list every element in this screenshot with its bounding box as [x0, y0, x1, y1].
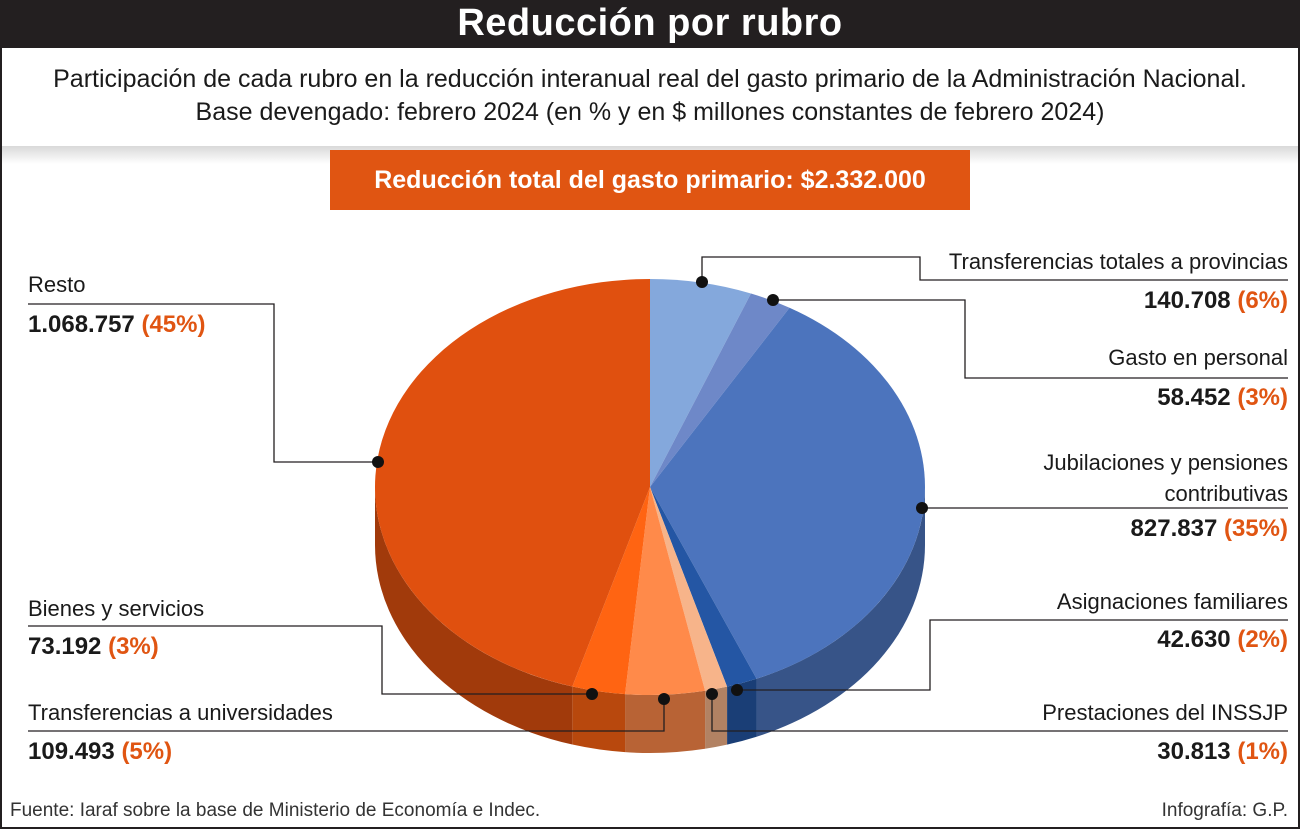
- chart-subtitle: Participación de cada rubro en la reducc…: [0, 48, 1300, 146]
- value-number: 30.813: [1157, 738, 1231, 765]
- slice-label-bienes: Bienes y servicios: [28, 596, 205, 621]
- slice-value-universidades: 109.493 (5%): [28, 738, 172, 766]
- slice-label-provincias: Transferencias totales a provincias: [948, 249, 1288, 274]
- value-number: 1.068.757: [28, 311, 135, 338]
- total-reduction-banner: Reducción total del gasto primario: $2.3…: [330, 150, 970, 210]
- leader-line-personal: [773, 299, 1288, 379]
- value-number: 827.837: [1130, 515, 1218, 542]
- slice-side-bienes: [572, 686, 626, 753]
- value-percent: (35%): [1223, 515, 1288, 542]
- slice-label-universidades: Transferencias a universidades: [28, 700, 333, 725]
- slice-value-resto: 1.068.757 (45%): [28, 311, 205, 339]
- subtitle-line-1: Participación de cada rubro en la reducc…: [53, 65, 1247, 93]
- leader-dot-asignaciones: [731, 684, 743, 696]
- slice-resto: [374, 279, 650, 687]
- value-percent: (1%): [1237, 738, 1288, 765]
- slice-label-personal: Gasto en personal: [1108, 345, 1288, 370]
- slice-provincias: [650, 279, 751, 487]
- slice-value-jubilaciones: 827.837 (35%): [1131, 515, 1288, 543]
- leader-line-resto: [28, 303, 378, 463]
- value-percent: (45%): [141, 311, 206, 338]
- slice-value-personal: 58.452 (3%): [1157, 384, 1288, 412]
- value-number: 42.630: [1157, 626, 1231, 653]
- value-percent: (3%): [1237, 384, 1288, 411]
- chart-title: Reducción por rubro: [0, 0, 1300, 48]
- value-number: 140.708: [1143, 287, 1231, 314]
- leader-line-bienes: [28, 625, 592, 695]
- slice-label-resto: Resto: [28, 272, 86, 297]
- slice-bienes: [572, 487, 650, 695]
- slice-value-bienes: 73.192 (3%): [28, 633, 159, 661]
- leader-dot-provincias: [696, 276, 708, 288]
- slice-side-universidades: [625, 690, 706, 754]
- value-number: 109.493: [28, 738, 115, 765]
- slice-value-provincias: 140.708 (6%): [1144, 287, 1288, 315]
- slice-side-inssjp: [705, 686, 728, 749]
- leader-dot-inssjp: [706, 688, 718, 700]
- leader-dot-personal: [767, 294, 779, 306]
- slice-side-jubilaciones: [756, 487, 925, 737]
- value-number: 58.452: [1157, 384, 1231, 411]
- source-note: Fuente: Iaraf sobre la base de Ministeri…: [10, 800, 541, 821]
- slice-value-inssjp: 30.813 (1%): [1157, 738, 1288, 766]
- subtitle-line-2: Base devengado: febrero 2024 (en % y en …: [195, 98, 1105, 126]
- slice-side-resto: [375, 487, 573, 745]
- leader-line-asignaciones: [737, 619, 1288, 691]
- leader-line-universidades: [28, 699, 665, 732]
- leader-line-provincias: [701, 256, 1288, 282]
- slice-value-asignaciones: 42.630 (2%): [1157, 626, 1288, 654]
- slice-personal: [650, 293, 790, 487]
- leader-dot-universidades: [658, 693, 670, 705]
- slice-inssjp: [650, 487, 728, 691]
- value-number: 73.192: [28, 633, 102, 660]
- leader-dot-bienes: [586, 688, 598, 700]
- value-percent: (5%): [121, 738, 173, 765]
- slice-label-asignaciones: Asignaciones familiares: [1056, 589, 1288, 614]
- slice-jubilaciones: [650, 307, 926, 679]
- slice-universidades: [625, 487, 706, 695]
- credit-note: Infografía: G.P.: [1161, 800, 1288, 821]
- slice-label-jubilaciones: Jubilaciones y pensiones contributivas: [1043, 450, 1288, 506]
- value-percent: (2%): [1237, 626, 1288, 653]
- leader-dot-jubilaciones: [916, 502, 928, 514]
- value-percent: (3%): [108, 633, 159, 660]
- slice-label-inssjp: Prestaciones del INSSJP: [1042, 700, 1288, 725]
- slice-asignaciones: [650, 487, 757, 687]
- value-percent: (6%): [1237, 287, 1288, 314]
- leader-line-inssjp: [711, 694, 1288, 732]
- leader-dot-resto: [372, 456, 384, 468]
